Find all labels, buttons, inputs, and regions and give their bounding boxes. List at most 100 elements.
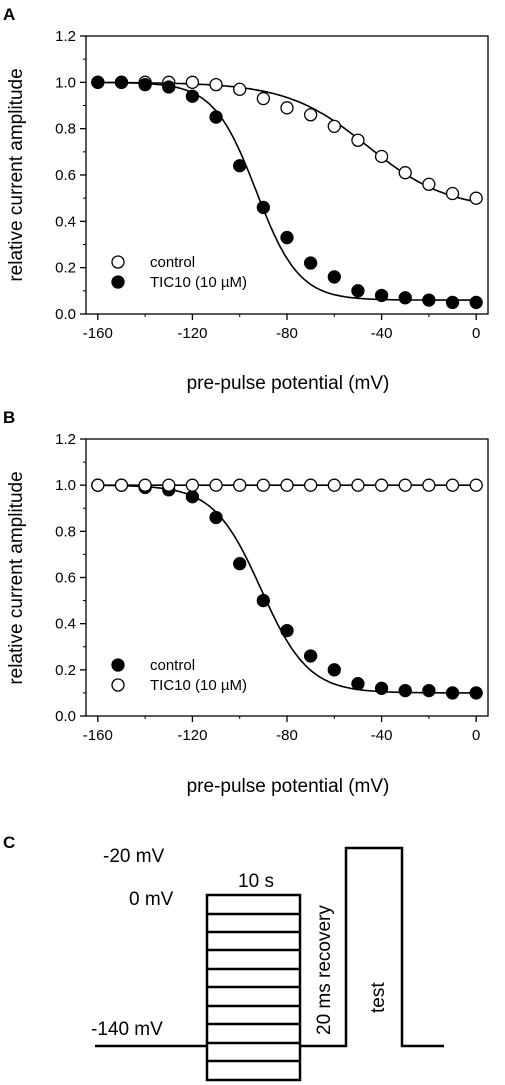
data-point-open bbox=[469, 191, 483, 205]
y-tick-label: 1.2 bbox=[55, 431, 76, 448]
data-point-filled bbox=[374, 288, 389, 303]
x-tick-label: -80 bbox=[276, 727, 298, 744]
data-point-filled bbox=[280, 623, 294, 638]
data-point-filled bbox=[114, 75, 129, 89]
data-point-open bbox=[445, 186, 460, 201]
y-tick-label: 0.4 bbox=[55, 616, 76, 633]
data-point-filled bbox=[422, 293, 436, 307]
fit-curve bbox=[97, 484, 477, 694]
data-point-open bbox=[185, 75, 200, 89]
y-axis-title: relative current amplitude bbox=[6, 68, 27, 281]
y-tick-label: 1.2 bbox=[55, 28, 76, 45]
data-point-open bbox=[91, 478, 105, 492]
y-tick-label: 0.6 bbox=[55, 167, 76, 184]
data-point-filled bbox=[280, 230, 294, 245]
y-tick-label: 0.2 bbox=[55, 662, 76, 679]
data-point-filled bbox=[185, 89, 200, 103]
data-point-open bbox=[469, 478, 483, 492]
legend-marker bbox=[111, 658, 125, 672]
data-point-open bbox=[303, 478, 318, 492]
x-tick-label: 0 bbox=[472, 325, 480, 342]
data-point-filled bbox=[185, 490, 200, 504]
y-tick-label: 1.0 bbox=[55, 477, 76, 494]
data-point-open bbox=[351, 478, 365, 492]
data-point-filled bbox=[303, 256, 318, 270]
data-point-filled bbox=[422, 683, 436, 698]
y-axis-title: relative current amplitude bbox=[6, 471, 27, 684]
panel-label-b: B bbox=[3, 408, 15, 427]
data-point-filled bbox=[327, 663, 341, 677]
data-point-open bbox=[209, 78, 223, 92]
x-tick-label: -120 bbox=[177, 325, 207, 342]
legend-marker bbox=[111, 678, 125, 692]
data-point-open bbox=[374, 149, 389, 164]
label-20-ms-recovery: 20 ms recovery bbox=[314, 905, 335, 1035]
data-point-open bbox=[233, 478, 247, 492]
fit-curve bbox=[97, 81, 477, 203]
data-point-open bbox=[280, 478, 294, 492]
panel-c-protocol-diagram: C -20 mV 0 mV -140 mV 10 s 20 ms recover… bbox=[3, 833, 444, 1082]
data-point-filled bbox=[351, 677, 365, 691]
y-tick-label: 0.4 bbox=[55, 213, 76, 230]
x-tick-label: -40 bbox=[371, 727, 393, 744]
data-point-filled bbox=[209, 110, 223, 124]
y-tick-label: 1.0 bbox=[55, 74, 76, 91]
y-tick-label: 0.6 bbox=[55, 570, 76, 587]
data-point-open bbox=[327, 119, 341, 133]
x-tick-label: -40 bbox=[371, 325, 393, 342]
x-axis-title: pre-pulse potential (mV) bbox=[187, 776, 390, 797]
data-point-open bbox=[162, 478, 176, 492]
test-pulse-trace bbox=[300, 846, 444, 1048]
y-tick-label: 0.8 bbox=[55, 523, 76, 540]
label-minus-140-mv: -140 mV bbox=[91, 1019, 163, 1040]
data-point-filled bbox=[469, 295, 483, 310]
legend-label: TIC10 (10 µM) bbox=[150, 274, 247, 291]
data-point-filled bbox=[138, 78, 152, 92]
legend-marker bbox=[111, 255, 125, 269]
data-point-filled bbox=[91, 75, 105, 89]
panel-label-c: C bbox=[3, 833, 15, 852]
data-point-filled bbox=[398, 683, 412, 698]
data-point-filled bbox=[351, 284, 365, 298]
x-tick-label: -160 bbox=[83, 325, 113, 342]
data-point-open bbox=[398, 166, 412, 180]
data-point-open bbox=[138, 478, 152, 492]
data-point-open bbox=[445, 478, 460, 492]
data-point-open bbox=[209, 478, 223, 492]
label-0-mv: 0 mV bbox=[129, 889, 174, 910]
x-tick-label: -160 bbox=[83, 727, 113, 744]
data-point-open bbox=[256, 91, 271, 106]
data-point-filled bbox=[445, 686, 460, 700]
data-point-open bbox=[233, 82, 247, 96]
legend-label: control bbox=[150, 657, 195, 674]
data-point-open bbox=[374, 478, 389, 492]
data-point-filled bbox=[374, 681, 389, 695]
data-point-open bbox=[185, 478, 200, 492]
data-point-open bbox=[422, 478, 436, 492]
data-point-filled bbox=[398, 291, 412, 305]
data-point-filled bbox=[162, 80, 176, 94]
data-point-filled bbox=[256, 593, 271, 608]
fit-curve bbox=[97, 81, 477, 301]
data-point-filled bbox=[256, 200, 271, 215]
data-point-open bbox=[114, 478, 129, 492]
y-tick-label: 0.0 bbox=[55, 708, 76, 725]
data-point-filled bbox=[233, 557, 247, 571]
legend-label: control bbox=[150, 254, 195, 271]
data-point-filled bbox=[233, 159, 247, 173]
y-tick-label: 0.0 bbox=[55, 306, 76, 323]
legend-marker bbox=[111, 275, 125, 289]
label-test: test bbox=[368, 982, 389, 1013]
data-point-open bbox=[256, 478, 271, 492]
data-point-filled bbox=[209, 510, 223, 525]
x-tick-label: 0 bbox=[472, 727, 480, 744]
data-point-filled bbox=[327, 270, 341, 284]
legend-label: TIC10 (10 µM) bbox=[150, 677, 247, 694]
x-tick-label: -80 bbox=[276, 325, 298, 342]
data-point-filled bbox=[303, 649, 318, 663]
data-point-filled bbox=[445, 295, 460, 310]
data-point-open bbox=[398, 478, 412, 492]
x-tick-label: -120 bbox=[177, 727, 207, 744]
data-point-open bbox=[422, 177, 436, 191]
